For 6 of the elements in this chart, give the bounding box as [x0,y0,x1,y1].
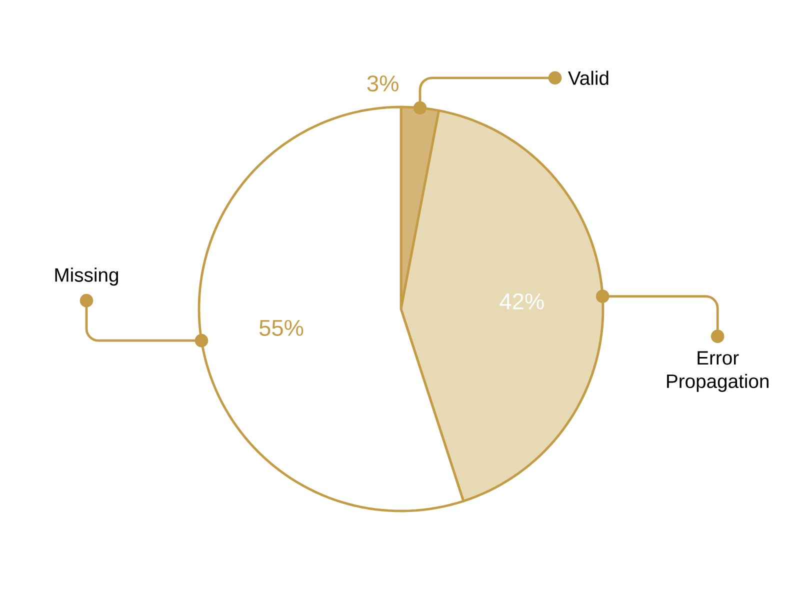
data-label: 55% [260,320,304,336]
data-label: 3% [367,75,398,92]
slice-label: Missing [55,268,118,286]
data-label: 42% [500,293,544,310]
slice-label: Error Propagation [667,351,768,392]
slice-label: Valid [568,70,608,85]
